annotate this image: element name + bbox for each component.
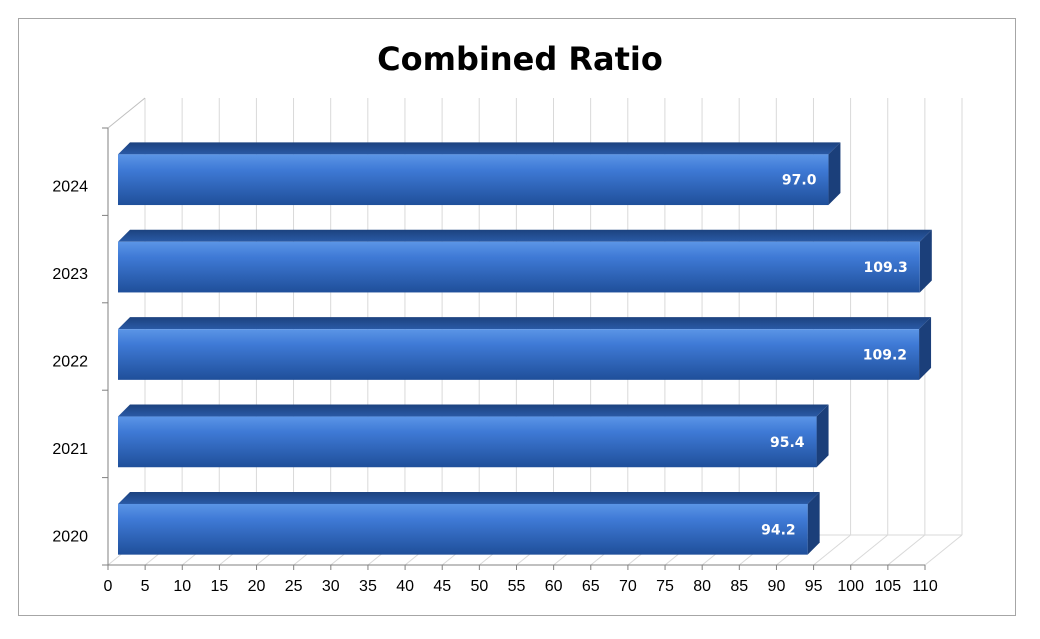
x-tick-label: 70	[619, 578, 637, 595]
data-label: 97.0	[782, 173, 817, 189]
bar	[118, 241, 920, 293]
x-tick-label: 60	[545, 578, 563, 595]
x-tick-label: 15	[211, 578, 229, 595]
wall-edge	[107, 97, 146, 129]
data-label: 94.2	[761, 522, 796, 538]
floor-gridline	[850, 534, 889, 566]
bar-top-face	[118, 229, 932, 242]
x-tick-label: 0	[104, 578, 113, 595]
bar	[118, 154, 829, 206]
x-tick-label: 55	[508, 578, 526, 595]
labels: 0 5 10 15 20 25 30 35 40 45 50 55 60 65 70 75 80 85 90 95 10…	[52, 173, 937, 595]
x-tick-label: 110	[912, 578, 938, 595]
data-label: 109.3	[864, 260, 908, 276]
x-tick-label: 30	[322, 578, 340, 595]
data-label: 95.4	[770, 435, 805, 451]
y-tick-label: 2023	[52, 266, 88, 283]
x-tick-label: 80	[693, 578, 711, 595]
bar-side-face	[919, 229, 932, 293]
bar	[118, 416, 817, 468]
bar-side-face	[919, 317, 932, 380]
floor-gridline	[924, 534, 963, 566]
chart-title: Combined Ratio	[377, 40, 663, 78]
x-tick-label: 45	[433, 578, 451, 595]
y-tick-label: 2020	[52, 528, 88, 545]
bar-side-face	[828, 142, 841, 206]
x-tick-label: 75	[656, 578, 674, 595]
bar-side-face	[816, 404, 829, 468]
y-tick-label: 2022	[52, 354, 88, 371]
x-tick-label: 5	[141, 578, 150, 595]
bar-top-face	[118, 404, 829, 417]
y-tick-label: 2024	[52, 179, 88, 196]
bar-top-face	[118, 317, 932, 330]
data-label: 109.2	[863, 348, 907, 364]
x-tick-label: 65	[582, 578, 600, 595]
x-tick-label: 35	[359, 578, 377, 595]
floor-gridline	[887, 534, 926, 566]
x-tick-label: 90	[768, 578, 786, 595]
y-tick-label: 2021	[52, 441, 88, 458]
bar-side-face	[807, 491, 820, 555]
x-tick-label: 105	[875, 578, 902, 595]
x-tick-label: 50	[470, 578, 488, 595]
bar	[118, 329, 920, 380]
bar-top-face	[118, 142, 841, 155]
x-tick-label: 25	[285, 578, 303, 595]
bar	[118, 503, 808, 555]
x-tick-label: 10	[173, 578, 191, 595]
x-tick-label: 100	[837, 578, 864, 595]
x-tick-label: 40	[396, 578, 414, 595]
axes	[102, 127, 926, 570]
x-tick-label: 85	[730, 578, 748, 595]
x-tick-label: 95	[805, 578, 823, 595]
bar-top-face	[118, 491, 820, 504]
floor-gridline	[813, 534, 851, 566]
bars	[118, 142, 932, 555]
x-tick-label: 20	[248, 578, 266, 595]
